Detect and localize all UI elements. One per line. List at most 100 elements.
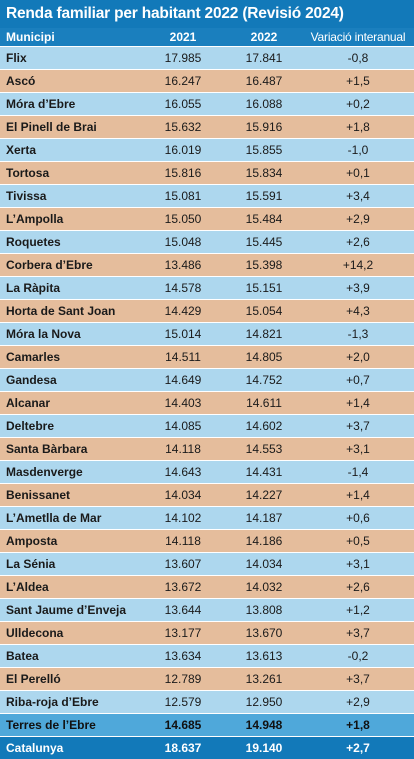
cell-municipi: L’Ametlla de Mar	[0, 507, 140, 530]
cell-variacio: +0,1	[302, 162, 414, 185]
cell-municipi: Batea	[0, 645, 140, 668]
cell-2022: 13.261	[226, 668, 302, 691]
cell-variacio: +0,2	[302, 93, 414, 116]
cell-variacio: +1,8	[302, 116, 414, 139]
cell-2022: 15.445	[226, 231, 302, 254]
cell-variacio: +2,0	[302, 346, 414, 369]
cell-2021: 15.632	[140, 116, 226, 139]
cell-municipi: El Pinell de Brai	[0, 116, 140, 139]
cell-municipi: Santa Bàrbara	[0, 438, 140, 461]
cell-municipi: L’Aldea	[0, 576, 140, 599]
cell-2021: 16.055	[140, 93, 226, 116]
cell-2022: 14.032	[226, 576, 302, 599]
cell-municipi: Gandesa	[0, 369, 140, 392]
cell-municipi: Roquetes	[0, 231, 140, 254]
cell-2022: 16.088	[226, 93, 302, 116]
cell-2022: 15.484	[226, 208, 302, 231]
cell-variacio: +1,8	[302, 714, 414, 737]
cell-2021: 13.672	[140, 576, 226, 599]
cell-2022: 15.834	[226, 162, 302, 185]
cell-variacio: +3,7	[302, 415, 414, 438]
cell-2022: 12.950	[226, 691, 302, 714]
cell-2022: 14.431	[226, 461, 302, 484]
cell-variacio: +2,9	[302, 208, 414, 231]
cell-variacio: +3,1	[302, 438, 414, 461]
cell-variacio: -0,8	[302, 47, 414, 70]
cell-variacio: -1,4	[302, 461, 414, 484]
cell-2021: 14.118	[140, 530, 226, 553]
cell-2022: 15.151	[226, 277, 302, 300]
cell-2021: 13.177	[140, 622, 226, 645]
header-variacio: Variació interanual	[302, 28, 414, 47]
cell-2022: 13.670	[226, 622, 302, 645]
cell-variacio: +4,3	[302, 300, 414, 323]
cell-variacio: +3,7	[302, 622, 414, 645]
cell-2022: 14.187	[226, 507, 302, 530]
cell-2021: 17.985	[140, 47, 226, 70]
cell-municipi: Sant Jaume d’Enveja	[0, 599, 140, 622]
cell-municipi: Ascó	[0, 70, 140, 93]
cell-2022: 15.054	[226, 300, 302, 323]
cell-municipi: Riba-roja d’Ebre	[0, 691, 140, 714]
cell-2021: 18.637	[140, 737, 226, 759]
cell-2021: 14.511	[140, 346, 226, 369]
cell-2021: 12.579	[140, 691, 226, 714]
cell-2021: 14.085	[140, 415, 226, 438]
cell-municipi: Catalunya	[0, 737, 140, 759]
cell-municipi: Tivissa	[0, 185, 140, 208]
cell-2022: 14.752	[226, 369, 302, 392]
cell-2021: 15.050	[140, 208, 226, 231]
cell-municipi: Horta de Sant Joan	[0, 300, 140, 323]
cell-2021: 14.578	[140, 277, 226, 300]
cell-2021: 14.429	[140, 300, 226, 323]
cell-2022: 17.841	[226, 47, 302, 70]
cell-2022: 14.602	[226, 415, 302, 438]
cell-municipi: Móra d’Ebre	[0, 93, 140, 116]
cell-municipi: Camarles	[0, 346, 140, 369]
cell-municipi: Masdenverge	[0, 461, 140, 484]
cell-2021: 13.644	[140, 599, 226, 622]
cell-variacio: +0,7	[302, 369, 414, 392]
cell-variacio: -1,3	[302, 323, 414, 346]
cell-municipi: L’Ampolla	[0, 208, 140, 231]
cell-2022: 19.140	[226, 737, 302, 759]
header-2022: 2022	[226, 28, 302, 47]
cell-municipi: La Ràpita	[0, 277, 140, 300]
cell-2022: 15.916	[226, 116, 302, 139]
table-header-row: Municipi 2021 2022 Variació interanual	[0, 28, 414, 47]
cell-2022: 14.227	[226, 484, 302, 507]
cell-variacio: -0,2	[302, 645, 414, 668]
cell-2022: 14.553	[226, 438, 302, 461]
cell-2021: 14.649	[140, 369, 226, 392]
cell-municipi: Xerta	[0, 139, 140, 162]
header-2021: 2021	[140, 28, 226, 47]
cell-2022: 14.034	[226, 553, 302, 576]
cell-variacio: +2,7	[302, 737, 414, 759]
cell-2021: 12.789	[140, 668, 226, 691]
cell-variacio: +2,9	[302, 691, 414, 714]
cell-2021: 14.403	[140, 392, 226, 415]
cell-2021: 13.634	[140, 645, 226, 668]
cell-municipi: Flix	[0, 47, 140, 70]
cell-2021: 13.486	[140, 254, 226, 277]
cell-2021: 14.118	[140, 438, 226, 461]
cell-municipi: Terres de l’Ebre	[0, 714, 140, 737]
cell-variacio: +1,4	[302, 392, 414, 415]
